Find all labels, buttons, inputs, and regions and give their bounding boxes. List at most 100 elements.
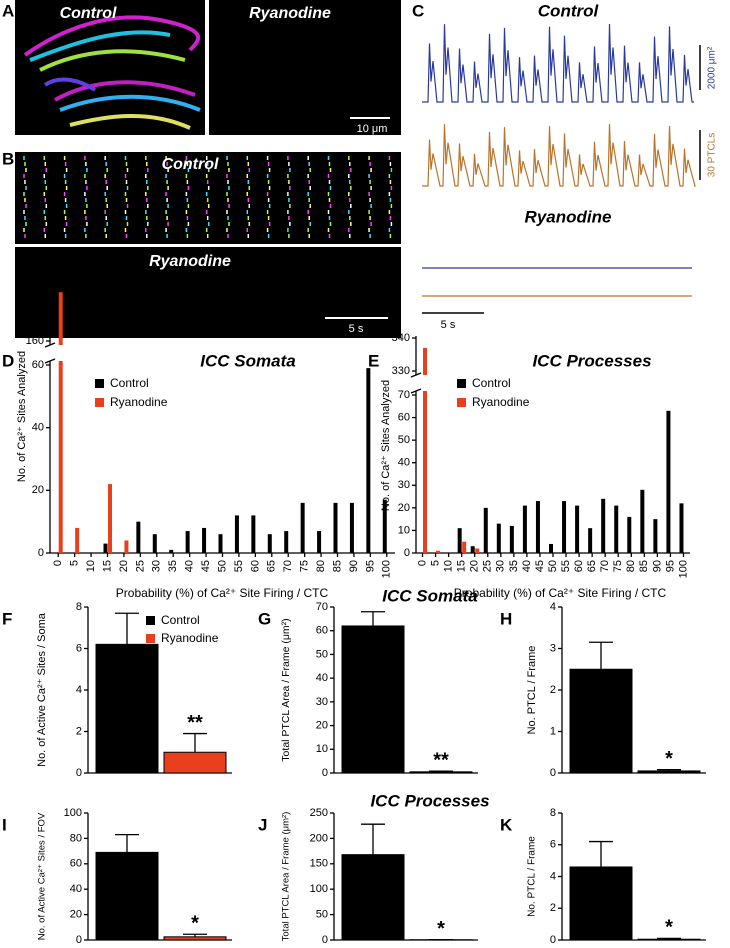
y-tick-label: 100	[310, 883, 328, 895]
bar	[562, 501, 567, 553]
scale-label: 5 s	[349, 323, 364, 335]
bar	[366, 368, 371, 553]
bar	[234, 515, 239, 553]
bar	[509, 525, 514, 553]
bar	[108, 484, 112, 553]
bar	[522, 505, 527, 553]
y-tick-label: 0	[38, 547, 44, 559]
bar	[436, 550, 441, 553]
bar	[462, 541, 467, 553]
y-tick-label: 40	[398, 457, 410, 469]
bar	[496, 523, 501, 553]
y-tick-label: 160	[26, 335, 44, 347]
bar	[653, 519, 658, 553]
x-tick-label: 45	[534, 560, 546, 572]
y-tick-label: 340	[392, 332, 410, 344]
bar	[95, 851, 159, 941]
scale-label: 30 PTCLs	[707, 133, 718, 177]
bar	[300, 502, 305, 553]
bar	[409, 771, 473, 774]
panel-letter: A	[2, 1, 14, 20]
x-tick-label: 30	[495, 560, 507, 572]
bar	[549, 543, 553, 553]
bar	[627, 516, 632, 553]
x-tick-label: 85	[331, 560, 343, 572]
bar	[185, 531, 190, 553]
bar	[163, 936, 227, 941]
x-tick-label: 80	[315, 560, 327, 572]
bar	[95, 643, 159, 774]
significance: **	[187, 712, 203, 734]
bar	[317, 531, 322, 553]
section-title: ICC Processes	[370, 791, 489, 810]
x-tick-label: 20	[118, 560, 130, 572]
panel-letter: F	[2, 609, 12, 628]
legend-swatch	[146, 634, 155, 643]
x-tick-label: 65	[266, 560, 278, 572]
x-tick-label: 50	[547, 560, 559, 572]
panel-letter: H	[500, 609, 512, 628]
y-tick-label: 330	[392, 365, 410, 377]
trace-title: Control	[538, 1, 600, 20]
x-tick-label: 55	[560, 560, 572, 572]
legend-label: Ryanodine	[110, 395, 168, 409]
x-tick-label: 90	[651, 560, 663, 572]
y-tick-label: 1	[550, 725, 556, 737]
bar	[457, 528, 462, 553]
x-tick-label: 25	[482, 560, 494, 572]
kymograph-stripes	[23, 156, 393, 238]
legend-label: Control	[110, 376, 149, 390]
bar	[569, 866, 633, 941]
y-axis-label: Total PTCL Area / Frame (μm²)	[281, 812, 292, 942]
x-tick-label: 30	[151, 560, 163, 572]
y-tick-label: 40	[32, 422, 44, 434]
y-tick-label: 2	[76, 725, 82, 737]
bar	[637, 938, 701, 941]
y-tick-label: 6	[550, 839, 556, 851]
x-tick-label: 60	[249, 560, 261, 572]
y-tick-label: 50	[316, 648, 328, 660]
x-tick-label: 5	[429, 560, 441, 566]
x-tick-label: 70	[282, 560, 294, 572]
x-tick-label: 90	[348, 560, 360, 572]
count-trace	[422, 123, 696, 187]
axis-break	[410, 372, 422, 378]
y-tick-label: 50	[398, 434, 410, 446]
x-tick-label: 25	[134, 560, 146, 572]
legend-swatch	[95, 398, 104, 407]
bar	[218, 534, 223, 553]
x-axis-label: Probability (%) of Ca²⁺ Site Firing / CT…	[116, 586, 329, 600]
bar	[124, 540, 129, 553]
axis-break	[44, 342, 56, 348]
y-tick-label: 20	[398, 502, 410, 514]
legend-swatch	[457, 398, 466, 407]
y-tick-label: 8	[550, 807, 556, 819]
significance: *	[665, 917, 673, 939]
x-tick-label: 55	[233, 560, 245, 572]
y-tick-label: 8	[76, 601, 82, 613]
bar	[575, 505, 580, 553]
y-tick-label: 150	[310, 858, 328, 870]
scale-label: 5 s	[441, 319, 456, 331]
scale-label: 2000 μm²	[707, 46, 718, 89]
bar	[202, 527, 207, 553]
y-tick-label: 0	[322, 767, 328, 779]
y-tick-label: 250	[310, 807, 328, 819]
legend-label: Ryanodine	[161, 631, 219, 645]
scale-label: 10 μm	[357, 123, 388, 135]
legend-swatch	[95, 379, 104, 388]
bar	[679, 503, 684, 553]
y-tick-label: 20	[316, 719, 328, 731]
y-tick-label: 0	[404, 547, 410, 559]
y-tick-label: 100	[64, 807, 82, 819]
bar	[333, 502, 338, 553]
x-tick-label: 10	[85, 560, 97, 572]
x-tick-label: 0	[52, 560, 64, 566]
bar	[284, 531, 289, 553]
y-axis-label: No. of Ca²⁺ Sites Analyzed	[380, 380, 392, 511]
y-tick-label: 4	[76, 684, 82, 696]
x-tick-label: 75	[299, 560, 311, 572]
bar	[58, 361, 63, 553]
chart-title: ICC Somata	[200, 351, 295, 370]
